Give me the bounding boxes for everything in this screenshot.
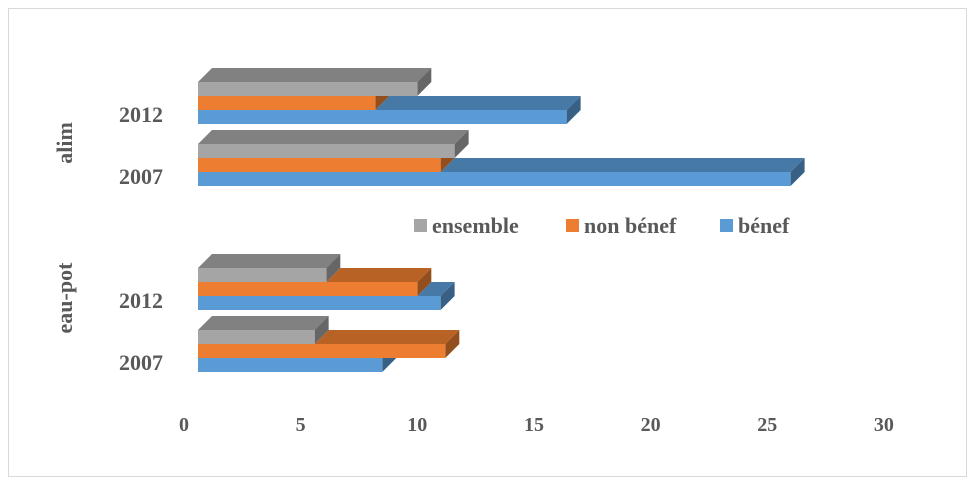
legend-swatch <box>720 219 733 232</box>
bars-layer <box>198 68 805 372</box>
legend-label: ensemble <box>432 213 519 238</box>
x-tick-label: 0 <box>179 414 189 436</box>
x-tick-label: 25 <box>757 414 777 436</box>
x-tick-label: 20 <box>641 414 661 436</box>
legend-label: bénef <box>738 213 790 238</box>
x-tick-label: 15 <box>524 414 544 436</box>
bar-alim-2007-bénef <box>198 158 805 186</box>
x-tick-label: 10 <box>407 414 427 436</box>
category-label-alim-2012: 2012 <box>119 102 163 127</box>
bar-alim-2007-ensemble <box>198 130 469 158</box>
legend-label: non bénef <box>584 213 677 238</box>
bar-eau-pot-2012-bénef <box>198 282 455 310</box>
x-axis-ticks: 0 5 10 15 20 25 30 <box>179 414 894 436</box>
category-label-eau-pot-2012: 2012 <box>119 288 163 313</box>
legend-swatch <box>566 219 579 232</box>
group-label-alim: alim <box>52 122 77 164</box>
category-label-eau-pot-2007: 2007 <box>119 350 163 375</box>
bar-eau-pot-2012-non-bénef <box>198 268 432 296</box>
group-label-eau-pot: eau-pot <box>52 262 77 334</box>
category-label-alim-2007: 2007 <box>119 164 163 189</box>
bar-alim-2012-bénef <box>198 96 581 124</box>
bar-eau-pot-2007-non-bénef <box>198 330 460 358</box>
legend-swatch <box>414 219 427 232</box>
bar-alim-2012-ensemble <box>198 68 432 96</box>
x-tick-label: 30 <box>874 414 894 436</box>
labels-layer: alim 2012 2007 eau-pot 2012 2007 <box>52 102 163 375</box>
bar-eau-pot-2012-ensemble <box>198 254 341 282</box>
bar-eau-pot-2007-ensemble <box>198 316 329 344</box>
legend: ensemble non bénef bénef <box>414 213 790 238</box>
x-tick-label: 5 <box>296 414 306 436</box>
chart-area <box>8 8 967 477</box>
